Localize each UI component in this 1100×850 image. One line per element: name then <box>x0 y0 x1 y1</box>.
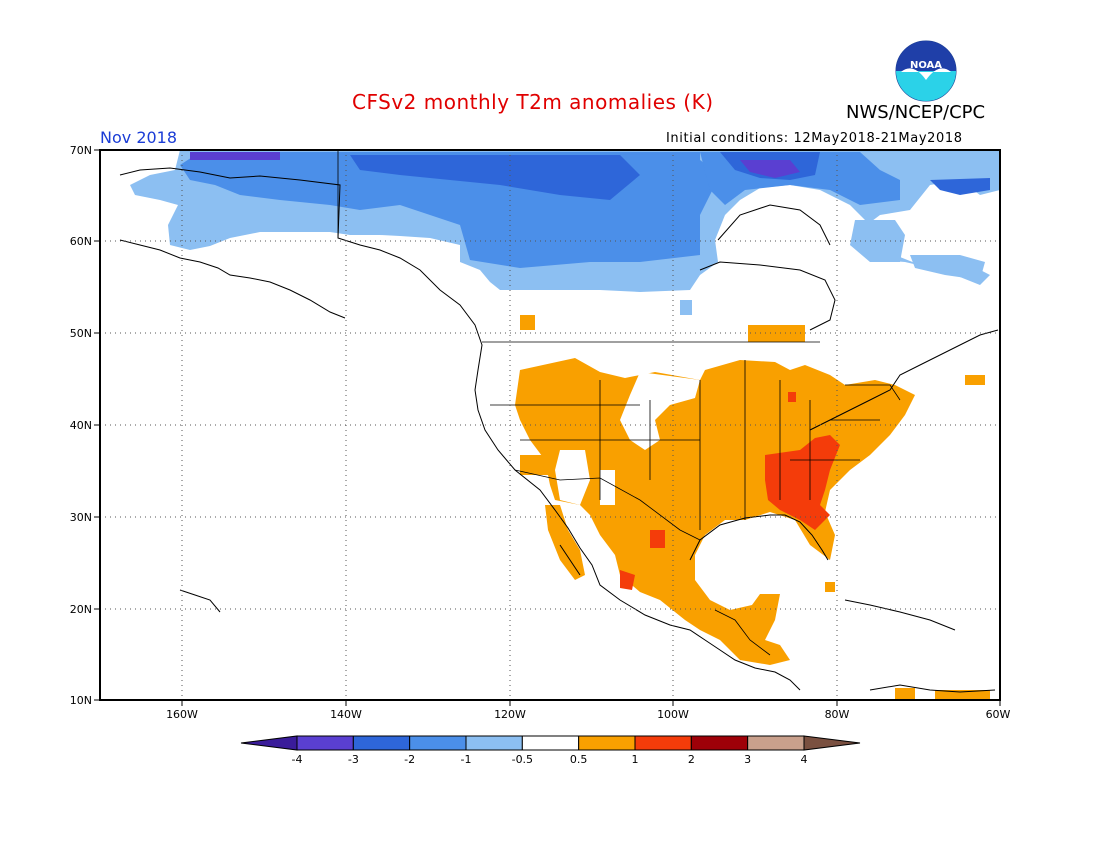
colorbar-label: 2 <box>688 753 695 766</box>
colorbar-swatch <box>465 735 523 751</box>
lon-label-60w: 60W <box>986 708 1011 721</box>
lon-label-120w: 120W <box>494 708 526 721</box>
colorbar-label: 4 <box>801 753 808 766</box>
white-neutral-areas <box>555 372 700 505</box>
lat-label-60n: 60N <box>70 235 92 248</box>
lat-label-40n: 40N <box>70 419 92 432</box>
noaa-logo-text: NOAA <box>910 60 942 71</box>
colorbar-swatch <box>747 735 805 751</box>
strong-warm-anomaly-region <box>620 392 840 590</box>
coastlines <box>119 167 999 693</box>
lat-label-70n: 70N <box>70 144 92 157</box>
lon-label-160w: 160W <box>166 708 198 721</box>
colorbar-label: 0.5 <box>570 753 588 766</box>
lon-label-100w: 100W <box>657 708 689 721</box>
colorbar-swatch <box>578 735 636 751</box>
colorbar-label: 1 <box>632 753 639 766</box>
colorbar-swatch <box>634 735 692 751</box>
colorbar-label: -0.5 <box>512 753 533 766</box>
initial-conditions: Initial conditions: 12May2018-21May2018 <box>666 131 963 146</box>
colorbar-swatch <box>296 735 354 751</box>
lat-label-20n: 20N <box>70 603 92 616</box>
lat-label-50n: 50N <box>70 327 92 340</box>
colorbar: -4 -3 -2 -1 -0.5 0.5 1 2 3 4 <box>240 735 861 766</box>
agency-label: NWS/NCEP/CPC <box>846 102 986 123</box>
axis-ticks <box>94 149 1001 706</box>
colorbar-label: -1 <box>461 753 472 766</box>
lat-label-30n: 30N <box>70 511 92 524</box>
lat-label-10n: 10N <box>70 694 92 707</box>
lat-lon-grid <box>100 150 1000 700</box>
colorbar-swatch-low <box>240 735 298 751</box>
lon-label-140w: 140W <box>330 708 362 721</box>
colorbar-label: -2 <box>404 753 415 766</box>
colorbar-swatch <box>352 735 411 751</box>
map-title: CFSv2 monthly T2m anomalies (K) <box>352 90 714 114</box>
political-borders <box>337 150 901 656</box>
colorbar-label: -3 <box>348 753 359 766</box>
colorbar-swatch <box>690 735 749 751</box>
warm-anomaly-region <box>515 315 990 700</box>
colorbar-label: -4 <box>292 753 303 766</box>
cold-anomaly-region <box>130 150 1000 315</box>
colorbar-swatch-high <box>803 735 861 751</box>
forecast-month: Nov 2018 <box>100 128 178 147</box>
lon-label-80w: 80W <box>825 708 850 721</box>
colorbar-swatch <box>409 735 467 751</box>
noaa-logo: NOAA <box>895 40 957 102</box>
colorbar-label: 3 <box>744 753 751 766</box>
colorbar-swatch <box>521 735 580 751</box>
